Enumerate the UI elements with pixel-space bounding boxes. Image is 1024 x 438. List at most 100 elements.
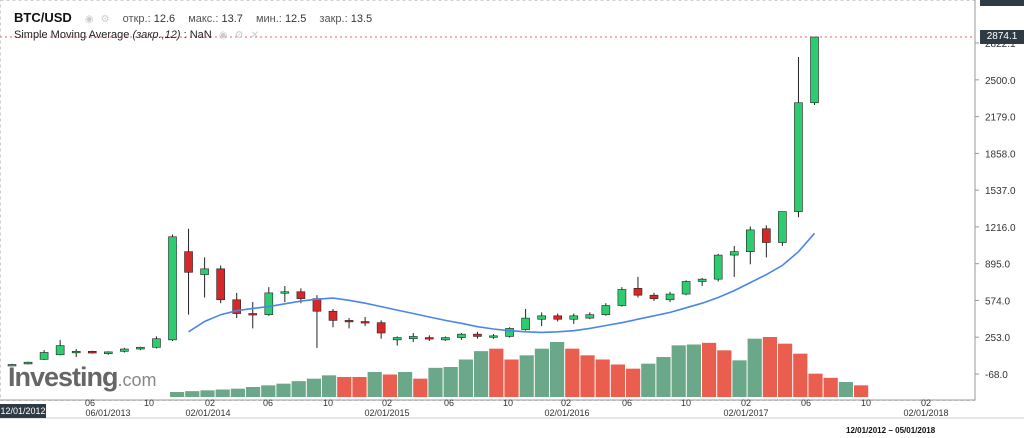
close-value: 13.5 xyxy=(350,13,373,25)
candle-body[interactable] xyxy=(55,345,65,356)
candle-body[interactable] xyxy=(39,352,49,360)
candle-body[interactable] xyxy=(505,328,514,337)
candle-body[interactable] xyxy=(473,333,482,337)
close-icon[interactable]: ✕ xyxy=(250,30,259,41)
x-tick-label: 10 xyxy=(503,398,513,408)
volume-bar xyxy=(702,342,717,397)
x-tick-label: 06 xyxy=(444,398,454,408)
y-tick-label: 1537.0 xyxy=(985,186,1016,197)
candle-body[interactable] xyxy=(136,347,145,350)
volume-bar xyxy=(200,390,215,397)
candle-body[interactable] xyxy=(376,322,386,334)
volume-bar xyxy=(185,391,200,397)
candle-body[interactable] xyxy=(665,293,675,301)
candle-body[interactable] xyxy=(168,236,177,341)
volume-bar xyxy=(717,350,732,397)
open-label: откр.: xyxy=(122,13,151,25)
candle-body[interactable] xyxy=(745,229,755,252)
volume-bar xyxy=(413,378,428,397)
candle-body[interactable] xyxy=(778,211,787,243)
candle-body[interactable] xyxy=(794,102,803,212)
close-label: закр.: xyxy=(319,13,348,25)
candle-body[interactable] xyxy=(457,333,466,338)
volume-bar xyxy=(565,348,580,397)
candle-body[interactable] xyxy=(585,314,595,319)
candle-body[interactable] xyxy=(232,299,241,314)
x-tick-label: 06 xyxy=(263,398,273,408)
settings-icon[interactable]: ⚙ xyxy=(100,14,110,25)
candle-body[interactable] xyxy=(216,268,225,301)
volume-bar xyxy=(838,382,853,397)
y-tick-label: 1216.0 xyxy=(985,223,1016,234)
settings-icon[interactable]: ⚙ xyxy=(234,30,244,41)
candle-body[interactable] xyxy=(392,337,402,341)
volume-bar xyxy=(261,385,276,397)
volume-bar xyxy=(458,359,473,397)
candle-body[interactable] xyxy=(200,268,209,275)
volume-bar xyxy=(489,348,504,397)
candle-body[interactable] xyxy=(23,361,33,365)
x-tick-label: 02/01/2014 xyxy=(185,408,230,418)
candle-body[interactable] xyxy=(681,281,691,295)
candle-body[interactable] xyxy=(328,310,338,321)
candle-body[interactable] xyxy=(762,228,771,243)
y-tick-label: 2822.1 xyxy=(985,39,1016,50)
date-range-label: 12/01/2012 − 05/01/2018 xyxy=(846,426,936,435)
top-price-badge xyxy=(980,0,1024,6)
candle-body[interactable] xyxy=(71,351,81,354)
candle-body[interactable] xyxy=(649,294,659,299)
x-tick-label: 02 xyxy=(561,398,571,408)
candle-body[interactable] xyxy=(344,320,354,323)
candle-body[interactable] xyxy=(553,315,563,320)
eye-icon[interactable]: ◉ xyxy=(218,30,228,41)
candle-body[interactable] xyxy=(87,351,97,354)
volume-bar xyxy=(291,381,306,397)
candle-body[interactable] xyxy=(104,351,113,354)
volume-bar xyxy=(519,355,534,397)
volume-bar xyxy=(671,345,686,397)
x-tick-label: 02/01/2018 xyxy=(903,408,948,418)
candle-body[interactable] xyxy=(360,321,370,324)
candle-body[interactable] xyxy=(152,338,161,348)
plot-frame xyxy=(0,0,976,401)
candle-body[interactable] xyxy=(264,292,274,315)
x-tick-label: 02/01/2017 xyxy=(723,408,768,418)
candle-body[interactable] xyxy=(296,291,306,299)
candle-body[interactable] xyxy=(441,337,450,341)
y-tick-label: 2500.0 xyxy=(985,76,1016,87)
candle-body[interactable] xyxy=(312,298,322,312)
candle-body[interactable] xyxy=(489,335,498,338)
candle-body[interactable] xyxy=(601,305,611,315)
candle-body[interactable] xyxy=(617,289,627,306)
candle-body[interactable] xyxy=(424,337,434,340)
candle-body[interactable] xyxy=(633,288,643,296)
high-value: 13.7 xyxy=(221,13,243,25)
x-tick-label: 06/01/2013 xyxy=(85,408,130,418)
logo-suffix: .com xyxy=(117,370,157,390)
candle-body[interactable] xyxy=(537,315,546,320)
volume-bar xyxy=(322,375,337,397)
x-tick-label: 02 xyxy=(741,398,751,408)
candle-body[interactable] xyxy=(120,348,129,352)
candle-body[interactable] xyxy=(729,251,739,256)
volume-bar xyxy=(170,392,185,397)
eye-icon[interactable]: ◉ xyxy=(84,14,94,25)
y-tick-label: 574.0 xyxy=(985,296,1010,307)
y-tick-label: 1858.0 xyxy=(985,149,1016,160)
candle-body[interactable] xyxy=(280,291,290,294)
candle-body[interactable] xyxy=(408,336,418,340)
candle-body[interactable] xyxy=(713,254,723,280)
candle-body[interactable] xyxy=(569,315,579,320)
volume-bar xyxy=(474,351,489,397)
candle-body[interactable] xyxy=(521,317,530,330)
volume-bar xyxy=(428,367,443,397)
candle-body[interactable] xyxy=(7,364,17,367)
investing-logo: Investing.com xyxy=(8,362,157,393)
candle-body[interactable] xyxy=(810,36,819,104)
x-tick-label: 06 xyxy=(801,398,811,408)
candle-body[interactable] xyxy=(248,313,258,316)
volume-bar xyxy=(306,378,321,397)
candle-body[interactable] xyxy=(697,278,707,282)
candle-body[interactable] xyxy=(184,251,193,273)
